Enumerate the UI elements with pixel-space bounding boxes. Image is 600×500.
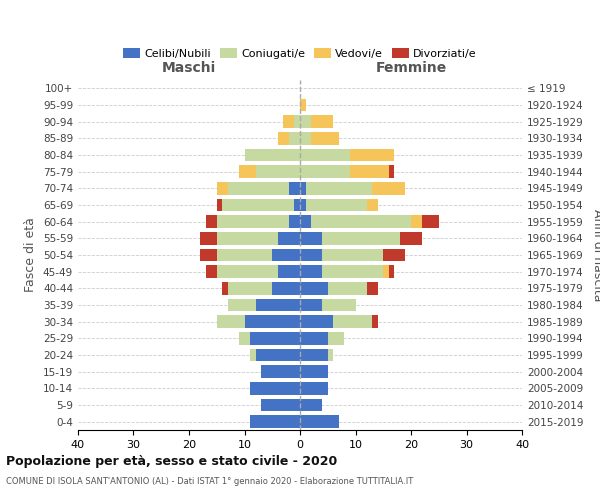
Bar — [322, 248, 383, 261]
Bar — [278, 132, 289, 144]
Bar — [206, 266, 217, 278]
Bar — [422, 216, 439, 228]
Bar — [300, 349, 328, 361]
Bar — [334, 316, 372, 328]
Bar — [328, 332, 344, 344]
Bar — [300, 166, 350, 178]
Text: Maschi: Maschi — [162, 61, 216, 75]
Bar — [389, 166, 394, 178]
Bar — [389, 266, 394, 278]
Bar — [217, 248, 272, 261]
Y-axis label: Anni di nascita: Anni di nascita — [592, 209, 600, 301]
Bar — [322, 298, 355, 311]
Bar — [300, 232, 322, 244]
Bar — [300, 216, 311, 228]
Bar — [400, 232, 422, 244]
Bar — [383, 248, 406, 261]
Bar — [300, 116, 311, 128]
Bar — [217, 232, 278, 244]
Bar — [328, 349, 334, 361]
Legend: Celibi/Nubili, Coniugati/e, Vedovi/e, Divorziati/e: Celibi/Nubili, Coniugati/e, Vedovi/e, Di… — [119, 44, 481, 63]
Bar — [300, 149, 350, 162]
Bar — [300, 382, 328, 394]
Bar — [228, 298, 256, 311]
Bar — [228, 182, 289, 194]
Bar — [322, 232, 400, 244]
Bar — [222, 282, 228, 294]
Bar — [289, 182, 300, 194]
Bar — [283, 116, 295, 128]
Bar — [300, 199, 305, 211]
Y-axis label: Fasce di età: Fasce di età — [25, 218, 37, 292]
Bar — [217, 316, 245, 328]
Bar — [272, 282, 300, 294]
Bar — [322, 266, 383, 278]
Bar — [261, 399, 300, 411]
Bar — [300, 416, 339, 428]
Bar — [300, 298, 322, 311]
Bar — [300, 266, 322, 278]
Bar — [311, 216, 411, 228]
Bar — [289, 132, 300, 144]
Bar — [228, 282, 272, 294]
Bar — [300, 366, 328, 378]
Bar — [272, 248, 300, 261]
Bar — [250, 416, 300, 428]
Bar — [367, 199, 378, 211]
Bar — [305, 199, 367, 211]
Bar — [217, 199, 222, 211]
Bar — [300, 248, 322, 261]
Bar — [350, 149, 394, 162]
Bar — [278, 232, 300, 244]
Bar — [300, 282, 328, 294]
Bar — [300, 182, 305, 194]
Bar — [206, 216, 217, 228]
Bar — [278, 266, 300, 278]
Bar — [222, 199, 295, 211]
Bar — [328, 282, 367, 294]
Bar — [372, 182, 406, 194]
Bar — [300, 399, 322, 411]
Bar — [295, 199, 300, 211]
Bar — [295, 116, 300, 128]
Text: Femmine: Femmine — [376, 61, 446, 75]
Bar — [217, 216, 289, 228]
Bar — [250, 382, 300, 394]
Bar — [350, 166, 389, 178]
Bar — [250, 332, 300, 344]
Bar — [372, 316, 378, 328]
Bar — [289, 216, 300, 228]
Bar — [411, 216, 422, 228]
Bar — [383, 266, 389, 278]
Bar — [256, 349, 300, 361]
Bar — [300, 99, 305, 112]
Bar — [300, 132, 311, 144]
Bar — [305, 182, 372, 194]
Bar — [200, 232, 217, 244]
Bar — [256, 298, 300, 311]
Bar — [239, 166, 256, 178]
Text: COMUNE DI ISOLA SANT'ANTONIO (AL) - Dati ISTAT 1° gennaio 2020 - Elaborazione TU: COMUNE DI ISOLA SANT'ANTONIO (AL) - Dati… — [6, 478, 413, 486]
Text: Popolazione per età, sesso e stato civile - 2020: Popolazione per età, sesso e stato civil… — [6, 455, 337, 468]
Bar — [367, 282, 378, 294]
Bar — [311, 132, 339, 144]
Bar — [300, 332, 328, 344]
Bar — [261, 366, 300, 378]
Bar — [239, 332, 250, 344]
Bar — [311, 116, 334, 128]
Bar — [245, 149, 300, 162]
Bar — [217, 182, 228, 194]
Bar — [200, 248, 217, 261]
Bar — [256, 166, 300, 178]
Bar — [245, 316, 300, 328]
Bar — [300, 316, 334, 328]
Bar — [250, 349, 256, 361]
Bar — [217, 266, 278, 278]
